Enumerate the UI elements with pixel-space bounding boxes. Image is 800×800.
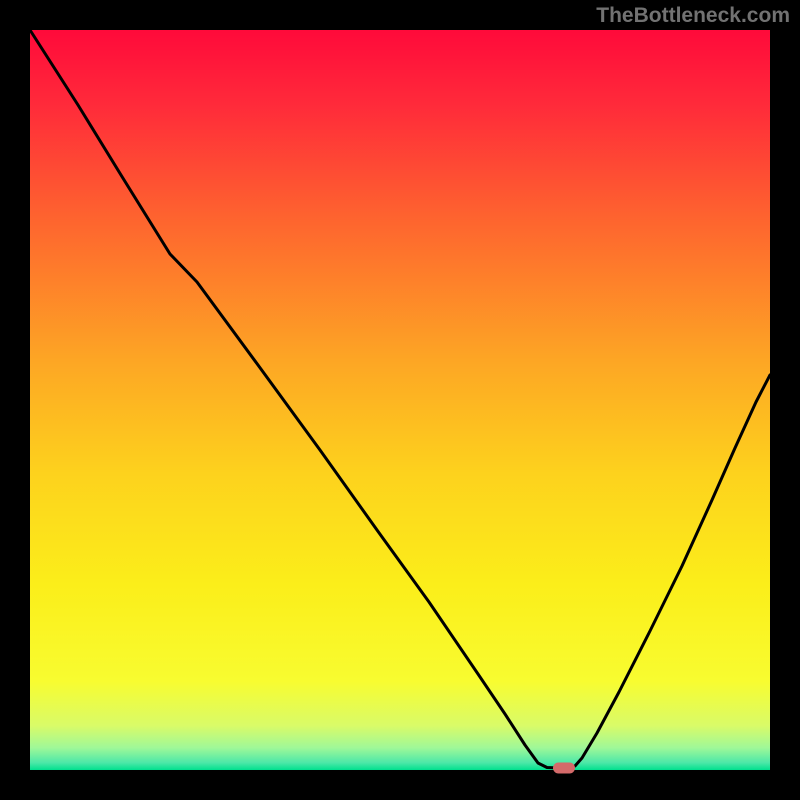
optimal-marker — [553, 763, 575, 774]
chart-svg — [0, 0, 800, 800]
chart-plot-area — [30, 30, 770, 770]
bottleneck-chart: TheBottleneck.com — [0, 0, 800, 800]
